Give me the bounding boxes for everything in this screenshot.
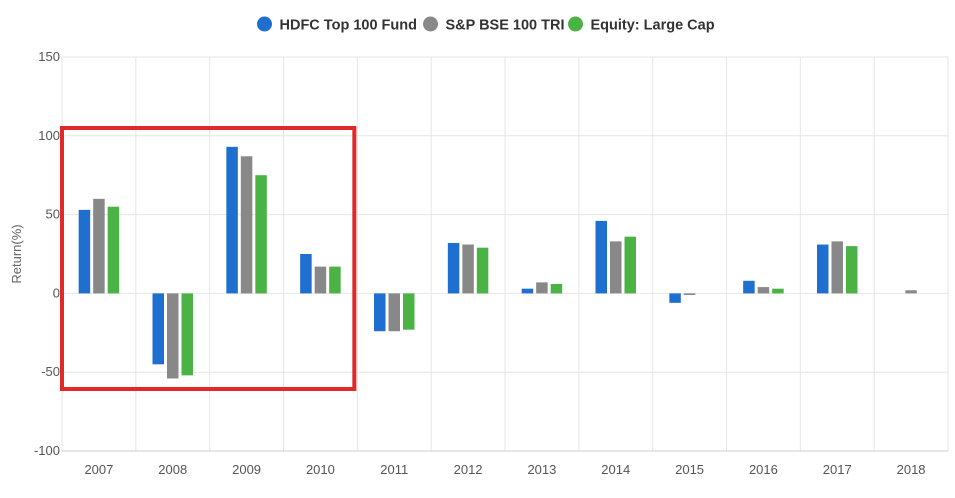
x-tick-label: 2009	[232, 462, 261, 477]
y-axis-ticks: 150 100 50 0 -50 -100	[34, 49, 60, 458]
legend-label: Equity: Large Cap	[591, 18, 715, 34]
x-tick-label: 2016	[749, 462, 778, 477]
bar[interactable]	[817, 244, 829, 294]
x-tick-label: 2018	[897, 462, 926, 477]
bar[interactable]	[314, 266, 327, 294]
legend[interactable]: HDFC Top 100 Fund S&P BSE 100 TRI Equity: …	[257, 16, 715, 34]
bar[interactable]	[388, 293, 401, 332]
bar[interactable]	[93, 198, 105, 294]
bar[interactable]	[403, 293, 415, 330]
bar[interactable]	[167, 293, 179, 379]
bar[interactable]	[595, 220, 608, 294]
bar[interactable]	[152, 293, 165, 365]
bar[interactable]	[831, 241, 844, 294]
bar[interactable]	[476, 247, 489, 294]
legend-item[interactable]: Equity: Large Cap	[568, 16, 715, 34]
bar[interactable]	[255, 175, 267, 294]
y-tick-label: 0	[53, 285, 60, 300]
x-tick-label: 2008	[158, 462, 187, 477]
grid-lines	[61, 56, 949, 452]
y-tick-label: -50	[41, 364, 60, 379]
bar[interactable]	[550, 283, 563, 294]
bar[interactable]	[757, 287, 770, 294]
bar[interactable]	[669, 293, 681, 303]
bar[interactable]	[447, 242, 460, 294]
bar[interactable]	[743, 280, 755, 294]
bar[interactable]	[107, 206, 120, 294]
bar[interactable]	[905, 290, 917, 294]
legend-marker-icon	[257, 16, 272, 32]
x-tick-label: 2012	[454, 462, 483, 477]
legend-label: HDFC Top 100 Fund	[280, 18, 417, 34]
y-axis-title: Return(%)	[9, 224, 24, 283]
bar[interactable]	[683, 293, 696, 295]
bar[interactable]	[181, 293, 194, 376]
y-tick-label: -100	[34, 443, 60, 458]
x-axis-ticks: 2007 2008 2009 2010 2011 2012 2013 2014 2015 2016…	[84, 462, 925, 477]
bars	[78, 146, 917, 379]
highlight-box	[60, 126, 357, 391]
bar[interactable]	[462, 244, 474, 294]
x-tick-label: 2013	[527, 462, 556, 477]
bar[interactable]	[521, 288, 534, 294]
x-tick-label: 2007	[84, 462, 113, 477]
bar[interactable]	[610, 241, 622, 294]
x-tick-label: 2010	[306, 462, 335, 477]
legend-marker-icon	[568, 16, 583, 32]
bar[interactable]	[772, 288, 784, 294]
x-tick-label: 2015	[675, 462, 704, 477]
bar[interactable]	[240, 156, 253, 294]
x-tick-label: 2017	[823, 462, 852, 477]
bar[interactable]	[329, 266, 341, 294]
legend-item[interactable]: S&P BSE 100 TRI	[423, 16, 565, 34]
y-tick-label: 100	[38, 128, 60, 143]
bar[interactable]	[536, 282, 548, 294]
x-tick-label: 2011	[380, 462, 408, 477]
legend-marker-icon	[423, 16, 438, 32]
bar[interactable]	[374, 293, 386, 332]
bar[interactable]	[226, 146, 238, 294]
y-tick-label: 150	[38, 49, 60, 64]
bar[interactable]	[300, 254, 312, 294]
bar[interactable]	[624, 236, 637, 294]
y-tick-label: 50	[46, 207, 60, 222]
bar[interactable]	[846, 246, 858, 294]
legend-label: S&P BSE 100 TRI	[446, 18, 565, 34]
legend-item[interactable]: HDFC Top 100 Fund	[257, 16, 417, 34]
bar[interactable]	[78, 209, 91, 294]
x-tick-label: 2014	[601, 462, 630, 477]
